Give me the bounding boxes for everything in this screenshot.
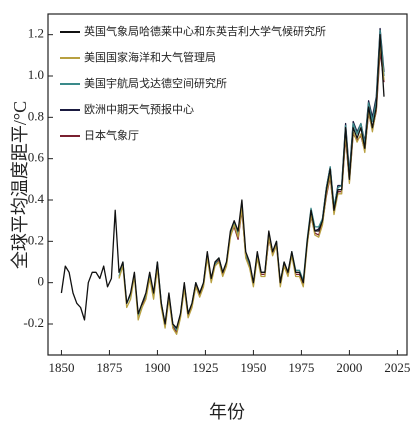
legend-label: 美国国家海洋和大气管理局 — [84, 50, 216, 64]
x-tick-label: 1900 — [144, 360, 170, 375]
legend-label: 英国气象局哈德莱中心和东英吉利大学气候研究所 — [84, 24, 326, 38]
y-tick-label: 0 — [38, 274, 45, 289]
x-tick-label: 1925 — [192, 360, 218, 375]
series-line — [118, 44, 385, 335]
y-axis-label: 全球平均温度距平/°C — [10, 101, 30, 269]
legend-label: 日本气象厅 — [84, 128, 139, 142]
y-tick-label: 1.0 — [28, 67, 44, 82]
x-axis-label: 年份 — [209, 402, 245, 422]
y-tick-label: 0.4 — [28, 191, 45, 206]
legend-box — [55, 20, 305, 152]
y-tick-label: 0.6 — [28, 150, 45, 165]
y-tick-label: 0.2 — [28, 232, 44, 247]
y-tick-label: -0.2 — [23, 315, 44, 330]
x-tick-label: 2000 — [336, 360, 362, 375]
plot-frame — [47, 13, 408, 356]
x-tick-label: 2025 — [384, 360, 410, 375]
legend-label: 欧洲中期天气预报中心 — [84, 102, 194, 116]
y-tick-label: 1.2 — [28, 26, 44, 41]
y-tick-label: 0.8 — [28, 108, 44, 123]
x-tick-label: 1850 — [48, 360, 74, 375]
x-tick-label: 1975 — [288, 360, 314, 375]
series-line — [60, 34, 385, 329]
x-tick-label: 1950 — [240, 360, 266, 375]
legend-label: 美国宇航局戈达德空间研究所 — [84, 76, 227, 90]
x-tick-label: 1875 — [96, 360, 122, 375]
